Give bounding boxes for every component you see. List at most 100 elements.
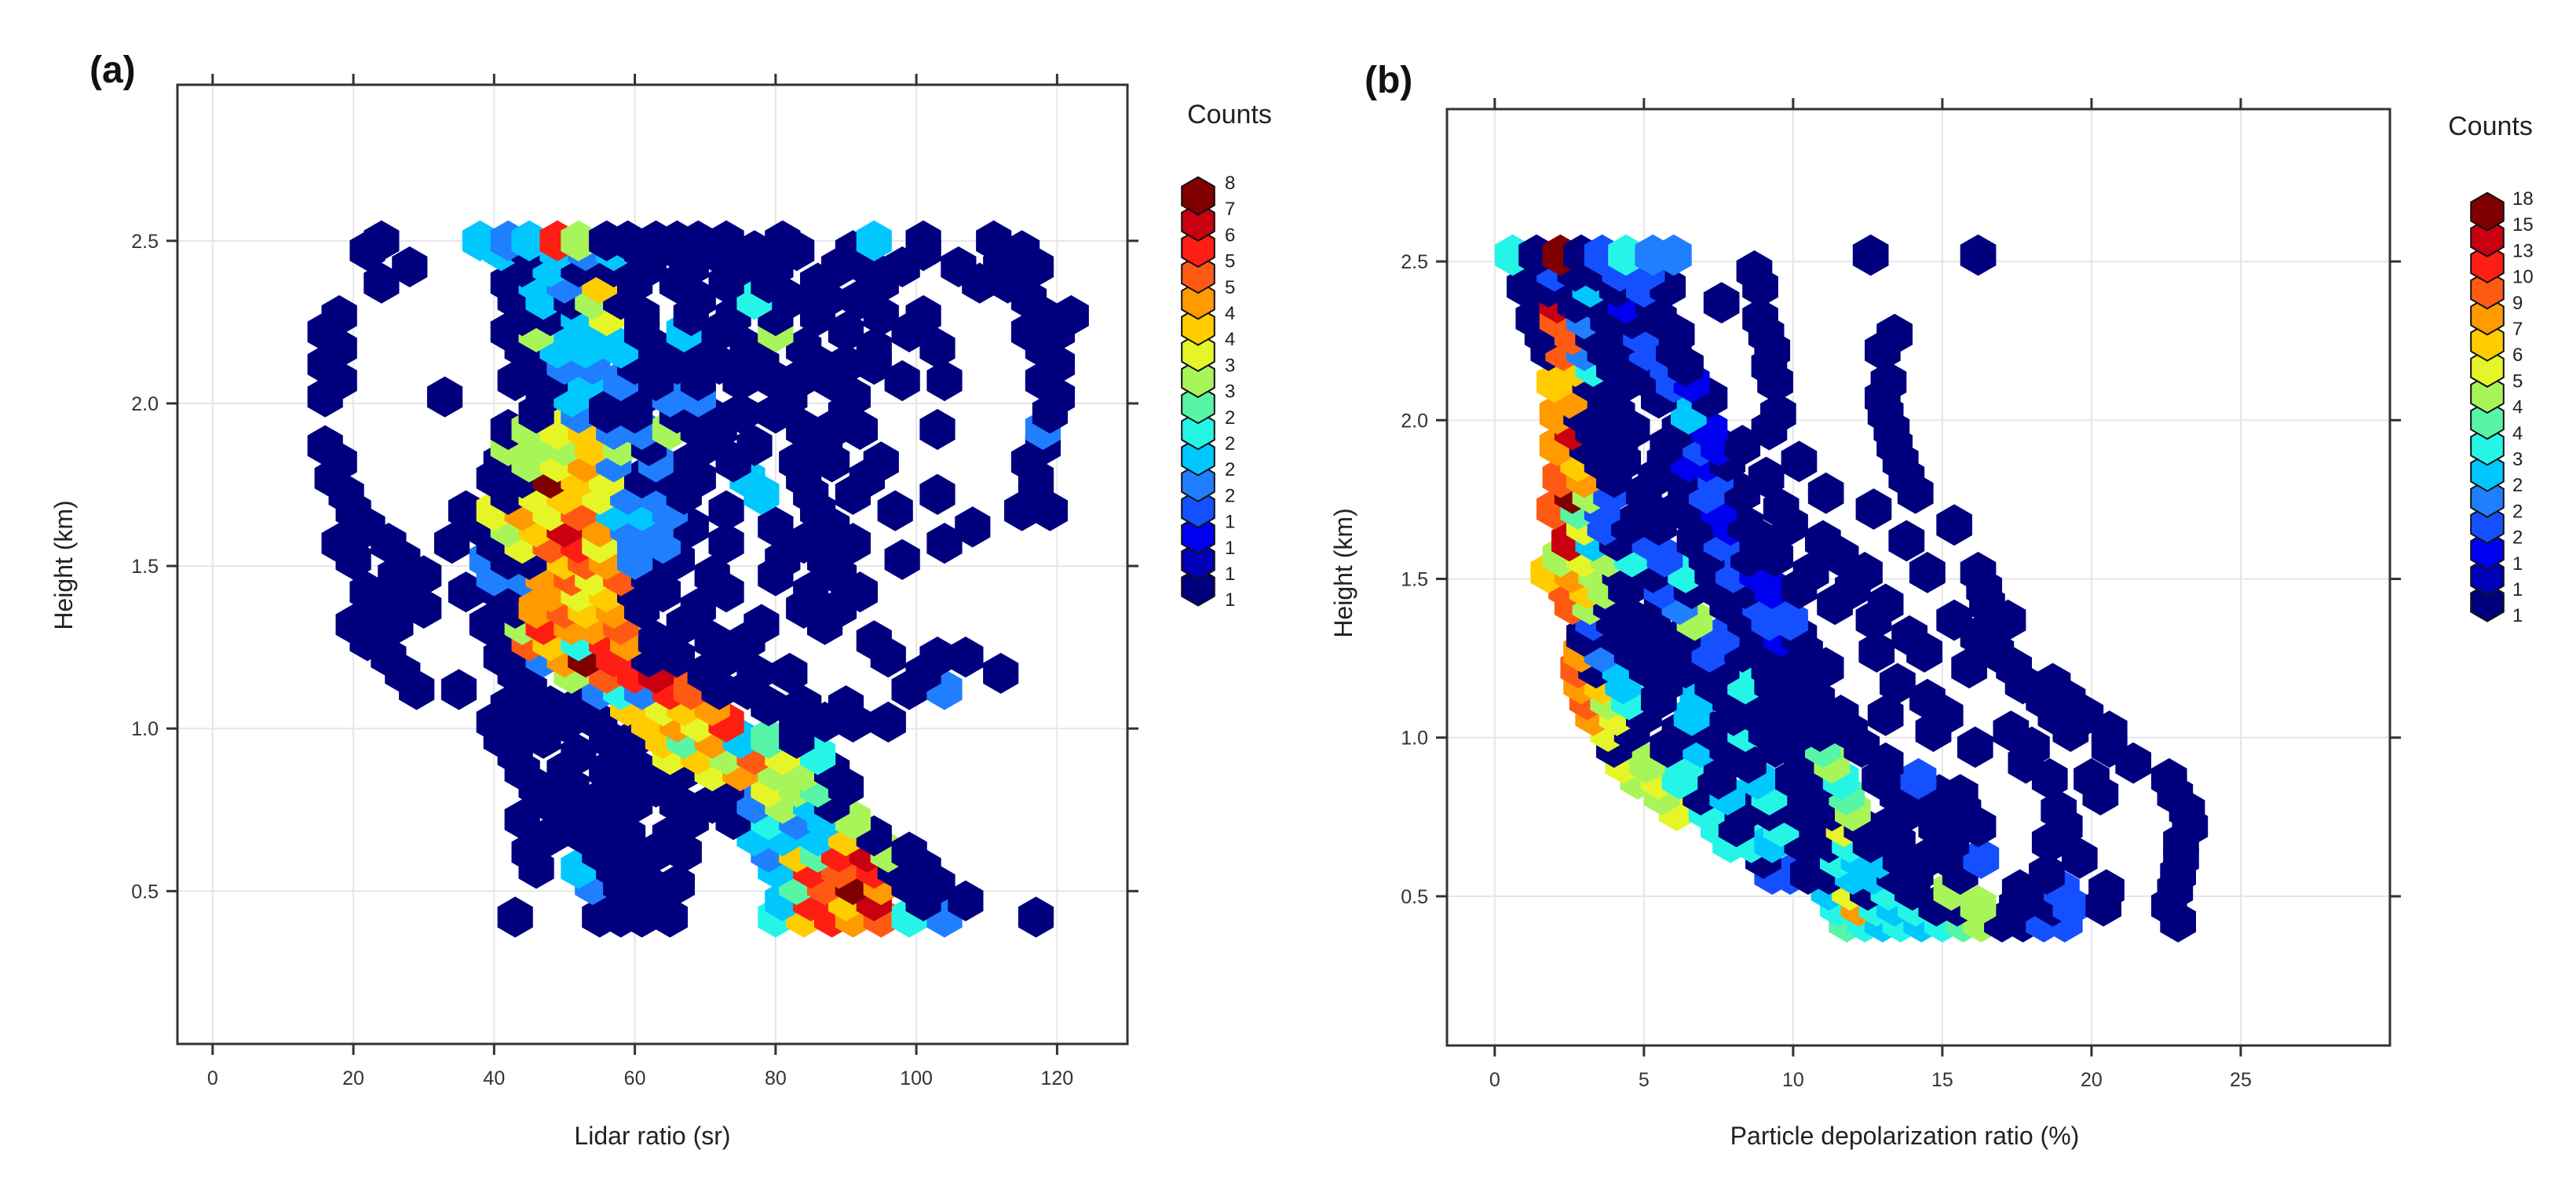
hexbin-cell xyxy=(497,896,533,938)
x-tick-label: 20 xyxy=(342,1067,364,1089)
legend-swatch xyxy=(1181,462,1215,502)
legend-label: 5 xyxy=(1225,251,1235,272)
hexbin-cell xyxy=(448,571,484,613)
x-tick-label: 40 xyxy=(483,1067,505,1089)
panel-a-label: (a) xyxy=(90,49,136,91)
hexbin-cell xyxy=(1936,504,1972,546)
hexbin-cell xyxy=(919,637,955,678)
legend-swatch xyxy=(1181,436,1215,476)
legend-swatch xyxy=(2470,270,2505,310)
hexbin-cell xyxy=(736,425,773,466)
hexbin-cell xyxy=(926,523,963,564)
legend-label: 1 xyxy=(1225,589,1235,611)
hexbin-cell xyxy=(926,359,963,402)
legend-swatch xyxy=(2470,296,2505,336)
hexbin-cell xyxy=(1909,552,1946,593)
hexbin-cell xyxy=(919,473,955,515)
legend-swatch xyxy=(2470,348,2505,388)
hexbin-cell xyxy=(364,262,400,304)
hexbin-cell xyxy=(2074,757,2110,800)
hexbin-cell xyxy=(793,571,829,613)
hexbin-cell xyxy=(884,538,920,580)
hexbin-cell xyxy=(1876,313,1913,356)
legend-swatch xyxy=(2470,322,2505,362)
y-tick-label: 2.0 xyxy=(1401,410,1428,432)
legend-swatch xyxy=(2470,557,2505,597)
legend-swatch xyxy=(1181,515,1215,555)
hexbin-cell xyxy=(1792,552,1829,593)
legend-label: 6 xyxy=(1225,224,1235,246)
panel-b-x-axis-title: Particle depolarization ratio (%) xyxy=(1730,1122,2080,1150)
hexbin-cell xyxy=(948,880,984,921)
hexbin-cell xyxy=(1053,295,1089,337)
legend-swatch xyxy=(2470,243,2505,284)
panel-b-legend: 1 1 1 2 2 2 3 4 4 5 6 7 9 10 13 15 18 xyxy=(2470,188,2534,626)
panel-b-legend-title: Counts xyxy=(2448,111,2533,141)
hexbin-cell xyxy=(786,327,822,369)
legend-swatch xyxy=(2470,452,2505,492)
hexbin-cell xyxy=(1781,440,1818,483)
hexbin-cell xyxy=(1855,488,1892,530)
legend-swatch xyxy=(2470,504,2505,545)
hexbin-cell xyxy=(1900,757,1937,800)
panel-a-x-axis-title: Lidar ratio (sr) xyxy=(574,1122,730,1150)
panel-a-ticks: 0 20 40 60 80 100 120 0.5 1.0 1.5 2.0 2.5 xyxy=(131,74,1138,1089)
hexbin-cell xyxy=(1858,631,1895,673)
hexbin-cell xyxy=(638,620,674,662)
legend-label: 1 xyxy=(2512,579,2523,600)
hexbin-cell xyxy=(736,230,773,272)
legend-label: 3 xyxy=(2512,449,2523,470)
hexbin-cell xyxy=(349,571,385,613)
hexbin-cell xyxy=(561,734,597,775)
legend-label: 5 xyxy=(2512,370,2523,392)
x-tick-label: 120 xyxy=(1041,1067,1074,1089)
legend-swatch xyxy=(1181,541,1215,581)
legend-label: 2 xyxy=(1225,407,1235,429)
hexbin-cell xyxy=(1909,678,1946,721)
hexbin-cell xyxy=(955,506,991,548)
y-tick-label: 0.5 xyxy=(131,881,159,903)
legend-label: 4 xyxy=(2512,397,2523,418)
hexbin-cell xyxy=(828,311,864,352)
hexbin-cell xyxy=(828,344,864,385)
hexbin-cell xyxy=(1852,234,1889,276)
x-tick-label: 100 xyxy=(900,1067,933,1089)
hexbin-cell xyxy=(905,295,941,337)
hexbin-cell xyxy=(976,220,1012,261)
hexbin-cell xyxy=(1942,774,1979,816)
legend-swatch xyxy=(2470,531,2505,571)
legend-swatch xyxy=(2470,192,2505,232)
hexbin-cell xyxy=(1993,710,2030,752)
legend-swatch xyxy=(1181,385,1215,425)
y-tick-label: 1.5 xyxy=(131,556,159,578)
hexbin-cell xyxy=(307,425,343,466)
hexbin-cell xyxy=(610,220,646,261)
hexbin-cell xyxy=(772,652,808,694)
hexbin-cell xyxy=(708,523,744,564)
hexbin-cell xyxy=(1880,662,1916,705)
hexbin-cell xyxy=(870,701,906,743)
legend-swatch xyxy=(1181,332,1215,372)
panel-a-y-axis-title: Height (km) xyxy=(49,500,78,629)
legend-swatch xyxy=(1181,306,1215,346)
hexbin-cell xyxy=(659,863,695,906)
legend-label: 2 xyxy=(2512,475,2523,496)
hexbin-cell xyxy=(828,685,864,727)
hexbin-cell xyxy=(321,523,357,564)
x-tick-label: 80 xyxy=(765,1067,787,1089)
hexbin-cell xyxy=(1960,552,1997,593)
hexbin-cell xyxy=(1760,392,1796,435)
legend-swatch xyxy=(1181,488,1215,529)
hexbin-cell xyxy=(364,220,400,261)
hexbin-cell xyxy=(729,327,765,369)
legend-label: 10 xyxy=(2512,267,2534,288)
hexbin-cell xyxy=(877,490,913,531)
legend-swatch xyxy=(2470,217,2505,257)
hexbin-cell xyxy=(504,799,540,841)
hexbin-cell xyxy=(736,652,773,694)
legend-swatch xyxy=(1181,280,1215,320)
legend-label: 4 xyxy=(1225,303,1235,324)
hexbin-cell xyxy=(884,359,920,402)
legend-label: 6 xyxy=(2512,345,2523,366)
hexbin-cell xyxy=(708,220,744,261)
